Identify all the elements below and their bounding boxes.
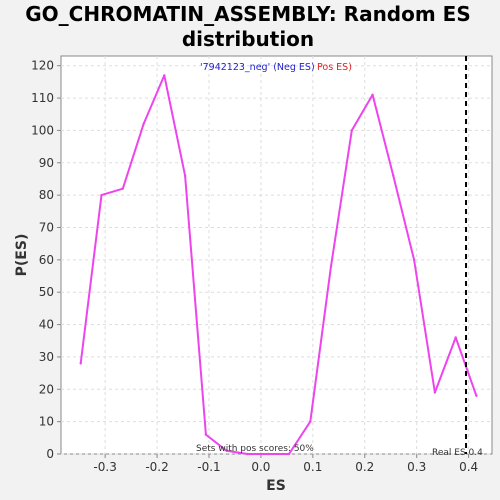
pos-scores-annotation: Sets with pos scores: 50% [196,444,314,454]
data-point [246,452,249,456]
chart-title-line2: distribution [182,27,314,51]
data-point [433,391,437,394]
y-axis-ticks: 0 10 20 30 40 50 60 70 80 90 100 110 120 [31,59,61,461]
data-point [371,93,374,97]
y-axis-label: P(ES) [14,234,30,277]
x-tick-label: -0.2 [145,460,168,474]
y-tick-label: 50 [39,285,54,299]
data-point [475,394,478,397]
x-tick-label: 0.2 [355,460,374,474]
data-point [266,452,270,456]
x-tick-label: 0.3 [407,460,426,474]
data-point [309,420,312,423]
data-point [412,258,416,262]
x-tick-label: 0.1 [303,460,322,474]
y-tick-label: 20 [39,382,54,396]
data-point [454,336,457,339]
y-tick-label: 80 [39,188,54,202]
data-point [142,122,145,126]
y-tick-label: 10 [39,415,54,429]
data-point [329,265,333,268]
data-point [121,187,124,190]
y-tick-label: 90 [39,156,54,170]
x-tick-label: 0.4 [459,460,478,474]
series-layer [79,74,478,456]
x-tick-label: 0.0 [251,460,270,474]
y-tick-label: 60 [39,253,54,267]
chart-title-line1: GO_CHROMATIN_ASSEMBLY: Random ES [25,2,470,26]
y-tick-label: 110 [31,91,54,105]
x-tick-label: -0.1 [197,460,220,474]
x-tick-label: -0.3 [93,460,116,474]
plot-area [60,55,493,455]
data-point [183,174,187,177]
data-point [392,174,395,177]
x-axis-ticks: -0.3 -0.2 -0.1 0.0 0.1 0.2 0.3 0.4 [93,454,478,474]
y-tick-label: 0 [46,447,54,461]
data-point [287,452,291,456]
legend-neg-label: '7942123_neg' (Neg ES) [200,62,315,73]
data-point [163,74,166,77]
y-tick-label: 40 [39,318,54,332]
y-tick-label: 70 [39,220,54,234]
legend-pos-label: Pos ES) [317,62,352,73]
real-es-label: Real ES 0.4 [432,448,483,458]
grid [61,56,492,455]
data-point [79,362,82,365]
y-tick-label: 30 [39,350,54,364]
x-axis-label: ES [266,478,286,494]
data-point [350,129,353,132]
es-distribution-line [79,74,478,455]
data-point [204,433,208,436]
data-point [225,449,228,452]
data-point [100,193,103,197]
y-tick-label: 120 [31,59,54,73]
y-tick-label: 100 [31,123,54,137]
